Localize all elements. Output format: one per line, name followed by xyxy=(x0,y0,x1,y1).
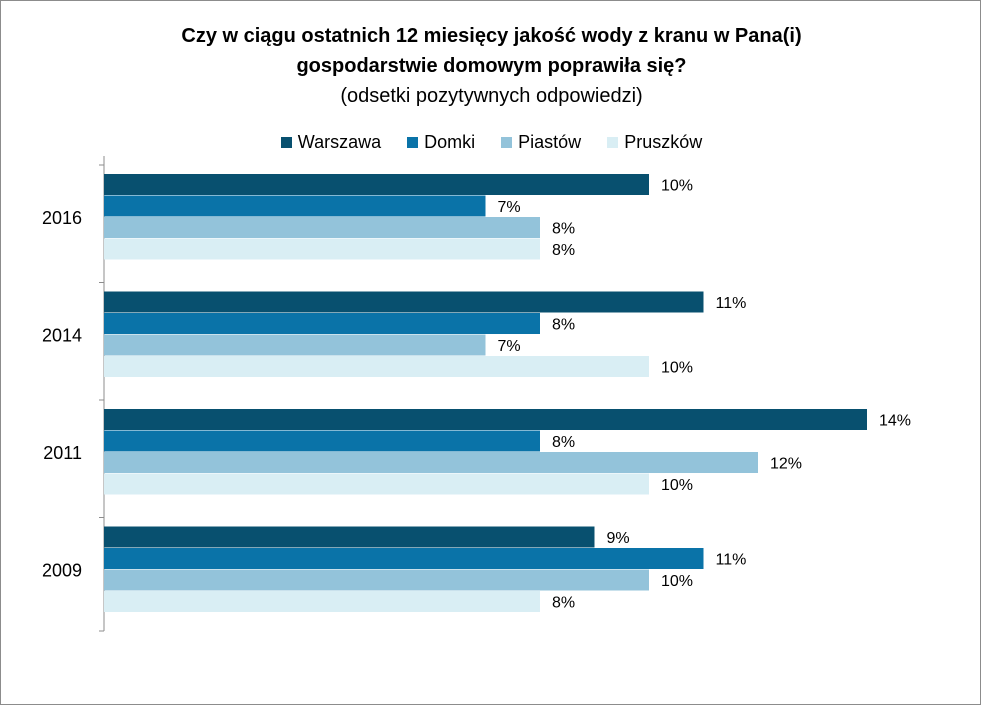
data-label-domki-2011: 8% xyxy=(552,434,575,451)
data-label-domki-2014: 8% xyxy=(552,317,575,334)
legend-swatch-warszawa xyxy=(280,137,292,148)
data-label-piastów-2016: 8% xyxy=(552,221,575,238)
bar-domki-2011 xyxy=(104,430,540,452)
legend-item-warszawa: Warszawa xyxy=(280,132,382,153)
bar-piastów-2014 xyxy=(104,334,486,356)
data-label-domki-2009: 11% xyxy=(716,552,747,569)
category-label-2014: 2014 xyxy=(42,326,82,346)
data-label-pruszków-2009: 8% xyxy=(552,595,575,612)
data-label-pruszków-2016: 8% xyxy=(552,242,575,259)
data-label-piastów-2014: 7% xyxy=(498,338,521,355)
legend-swatch-pruszkow xyxy=(607,137,619,148)
data-label-warszawa-2016: 10% xyxy=(661,178,693,195)
legend-swatch-domki xyxy=(407,137,419,148)
chart-legend: Warszawa Domki Piastów Pruszków xyxy=(1,132,981,153)
legend-swatch-piastow xyxy=(501,137,513,148)
bar-warszawa-2009 xyxy=(104,526,595,548)
bar-piastów-2016 xyxy=(104,217,540,238)
data-label-domki-2016: 7% xyxy=(498,199,521,216)
chart-title-line2: gospodarstwie domowym poprawiła się? xyxy=(296,55,687,77)
legend-label-domki: Domki xyxy=(424,132,476,152)
legend-label-pruszkow: Pruszków xyxy=(624,132,703,152)
data-label-warszawa-2009: 9% xyxy=(607,530,630,547)
legend-item-domki: Domki xyxy=(407,132,475,153)
category-label-2016: 2016 xyxy=(42,208,82,228)
category-label-2009: 2009 xyxy=(42,561,82,581)
bar-warszawa-2016 xyxy=(104,174,649,195)
data-label-pruszków-2014: 10% xyxy=(661,360,693,377)
bar-domki-2009 xyxy=(104,548,704,569)
legend-label-warszawa: Warszawa xyxy=(297,132,382,152)
legend-item-piastow: Piastów xyxy=(501,132,581,153)
bar-domki-2016 xyxy=(104,195,486,217)
legend-item-pruszkow: Pruszków xyxy=(607,132,702,153)
data-label-pruszków-2011: 10% xyxy=(661,477,693,494)
bar-pruszków-2011 xyxy=(104,473,649,495)
legend-label-piastow: Piastów xyxy=(518,132,582,152)
chart-subtitle: (odsetki pozytywnych odpowiedzi) xyxy=(340,85,643,107)
bar-warszawa-2011 xyxy=(104,409,867,430)
chart-title-block: Czy w ciągu ostatnich 12 miesięcy jakość… xyxy=(1,21,981,111)
bar-pruszków-2009 xyxy=(104,591,540,612)
data-label-warszawa-2011: 14% xyxy=(879,413,911,430)
bar-pruszków-2016 xyxy=(104,238,540,260)
chart-title: Czy w ciągu ostatnich 12 miesięcy jakość… xyxy=(181,25,802,47)
bar-piastów-2011 xyxy=(104,452,758,473)
bar-piastów-2009 xyxy=(104,569,649,591)
data-label-warszawa-2014: 11% xyxy=(716,295,747,312)
bar-warszawa-2014 xyxy=(104,291,704,313)
category-label-2011: 2011 xyxy=(43,443,82,463)
data-label-piastów-2011: 12% xyxy=(770,456,802,473)
bar-pruszków-2014 xyxy=(104,356,649,377)
bar-domki-2014 xyxy=(104,313,540,334)
data-label-piastów-2009: 10% xyxy=(661,573,693,590)
